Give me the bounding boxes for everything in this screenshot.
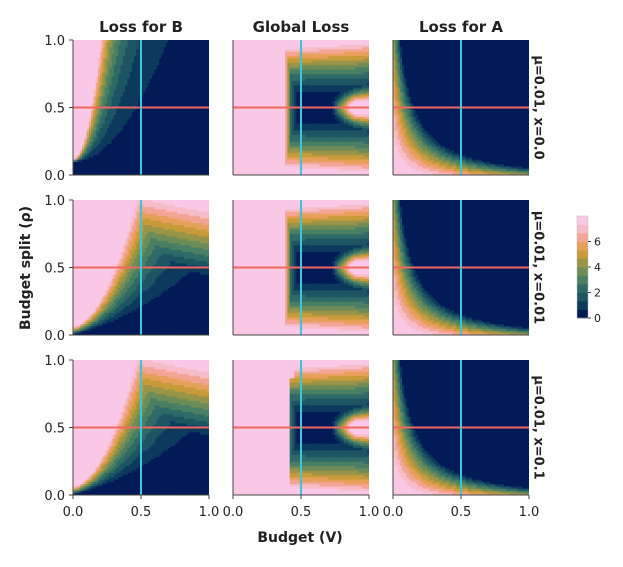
- contour-cell: [159, 40, 162, 43]
- contour-cell: [98, 40, 101, 43]
- contour-cell: [180, 40, 183, 43]
- contour-cell: [175, 40, 178, 43]
- contour-cell: [134, 40, 137, 43]
- contour-cell: [118, 40, 121, 43]
- contour-cell: [251, 40, 254, 43]
- contour-cell: [274, 40, 277, 43]
- contour-cell: [100, 40, 103, 43]
- contour-cell: [121, 40, 124, 43]
- contour-cell: [281, 40, 284, 43]
- contour-cell: [146, 40, 149, 43]
- contour-cell: [240, 40, 243, 43]
- contour-cell: [247, 40, 250, 43]
- contour-cell: [166, 40, 169, 43]
- contour-cell: [148, 40, 151, 43]
- contour-cell: [155, 40, 158, 43]
- contour-cell: [186, 40, 189, 43]
- contour-cell: [132, 40, 135, 43]
- contour-cell: [161, 40, 164, 43]
- contour-cell: [265, 40, 268, 43]
- contour-cell: [105, 40, 108, 43]
- contour-cell: [200, 40, 203, 43]
- contour-cell: [202, 40, 205, 43]
- contour-cell: [182, 40, 185, 43]
- contour-cell: [78, 40, 81, 43]
- contour-cell: [112, 40, 115, 43]
- contour-cell: [278, 40, 281, 43]
- contour-cell: [107, 40, 110, 43]
- contour-cell: [87, 40, 90, 43]
- contour-cell: [189, 40, 192, 43]
- contour-cell: [152, 40, 155, 43]
- contour-cell: [168, 40, 171, 43]
- contour-cell: [93, 40, 96, 43]
- contour-cell: [173, 40, 176, 43]
- contour-cell: [125, 40, 128, 43]
- contour-cell: [238, 40, 241, 43]
- contour-cell: [207, 40, 210, 43]
- contour-cell: [260, 40, 263, 43]
- contour-cell: [244, 40, 247, 43]
- contour-cell: [91, 40, 94, 43]
- contour-cell: [80, 40, 83, 43]
- contour-cell: [193, 40, 196, 43]
- contour-cell: [195, 40, 198, 43]
- contour-cell: [272, 40, 275, 43]
- contour-cell: [84, 40, 87, 43]
- contour-cell: [267, 40, 270, 43]
- contour-cell: [258, 40, 261, 43]
- contour-cell: [127, 40, 130, 43]
- contour-cell: [114, 40, 117, 43]
- contour-cell: [253, 40, 256, 43]
